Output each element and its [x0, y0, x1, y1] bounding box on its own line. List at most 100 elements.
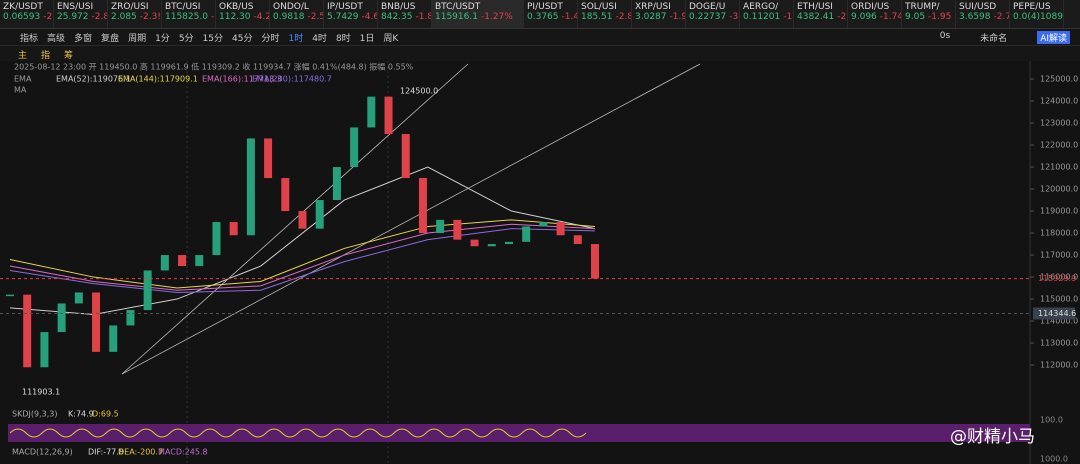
price-tag-label: 114344.6 [1038, 309, 1076, 318]
ticker-change: -2.3! [139, 12, 161, 22]
trend-line [121, 63, 469, 375]
ticker-name: AERGO/ [743, 2, 779, 12]
toolbar-right: 0s 未命名 AI解读 [939, 30, 1070, 44]
ticker-change: -1.27% [480, 12, 513, 22]
toolbar-button[interactable]: 1时 [288, 33, 304, 44]
ticker-name: BTC/USI [165, 2, 201, 12]
toolbar-button[interactable]: 15分 [202, 33, 223, 44]
ticker-tab[interactable]: ENS/USI 25.972 -2.8 [54, 0, 108, 28]
toolbar-button[interactable]: 5分 [178, 33, 194, 44]
toolbar-right-button[interactable]: AI解读 [1037, 30, 1070, 44]
ticker-tab[interactable]: ONDO/L 0.9818 -2.5 [270, 0, 324, 28]
skdj-d: D:69.5 [92, 410, 119, 419]
ticker-name: TRUMP/ [905, 2, 940, 12]
candle [401, 134, 410, 179]
toolbar-button[interactable]: 1日 [359, 33, 375, 44]
ticker-name: ENS/USI [57, 2, 94, 12]
ticker-name: IP/USDT [327, 2, 363, 12]
toolbar-button[interactable]: 分时 [261, 33, 280, 44]
ticker-row: 0.3765 -1.4 [527, 12, 577, 22]
candle [281, 178, 290, 212]
y-tick-label: 120000.0 [1040, 185, 1078, 194]
toolbar-button[interactable]: 高级 [47, 33, 66, 44]
ticker-tab[interactable]: ORDI/US 9.096 -1.74 [848, 0, 902, 28]
toolbar-right-button[interactable]: 未命名 [980, 33, 1008, 44]
ema-line [9, 228, 596, 293]
ticker-change: -2.8 [43, 12, 53, 22]
ticker-tab[interactable]: ZRO/USI 2.085 -2.3! [108, 0, 162, 28]
toolbar-button[interactable]: 45分 [232, 33, 253, 44]
ticker-row: 9.05 -1.95 [905, 12, 955, 22]
toolbar-button[interactable]: 4时 [312, 33, 327, 44]
ticker-tab[interactable]: PEPE/US 0.0(4)1089 [1010, 0, 1064, 28]
candle [418, 178, 427, 234]
ema-legend-item: EMA(166):117713.3 [202, 75, 282, 84]
ma-legend: MA [14, 86, 27, 95]
toolbar-button[interactable]: 复盘 [101, 33, 120, 44]
ticker-change: -2.8 [615, 12, 632, 22]
ticker-price: 0.11201 [743, 12, 781, 22]
candle [74, 292, 83, 304]
ticker-tab[interactable]: PI/USDT 0.3765 -1.4 [524, 0, 578, 28]
candle [350, 127, 359, 168]
tool-button[interactable]: 筹 [64, 50, 74, 61]
ticker-price: 112.30 [219, 12, 251, 22]
ticker-tab[interactable]: OKB/US 112.30 -4.2 [216, 0, 270, 28]
ema-line [9, 166, 596, 315]
toolbar-button[interactable]: 周期 [128, 33, 147, 44]
ticker-tab[interactable]: AERGO/0.11201 -1 [740, 0, 794, 28]
toolbar-button[interactable]: 多窗 [74, 33, 93, 44]
chart: 2025-08-12 23:00 开 119450.0 高 119961.9 低… [0, 61, 1080, 464]
ticker-change: -3 [729, 12, 739, 22]
ticker-row: 0.0(4)1089 [1013, 12, 1063, 22]
ticker-change: -4.2 [253, 12, 270, 22]
toolbar-button[interactable]: 周K [383, 33, 399, 44]
y-tick-label: 124000.0 [1040, 97, 1078, 106]
ticker-row: 115825.0-2 [165, 12, 215, 22]
candle [487, 244, 496, 247]
tool-button[interactable]: 指 [41, 50, 51, 61]
ticker-tab[interactable]: DOGE/U 0.22737 -3 [686, 0, 740, 28]
skdj-band [8, 424, 1030, 442]
ticker-tab[interactable]: SUI/USD 3.6598 -2.7 [956, 0, 1010, 28]
ticker-price: 9.096 [851, 12, 877, 22]
ticker-price: 2.085 [111, 12, 137, 22]
ticker-tab[interactable]: SOL/USI 185.51 -2.8 [578, 0, 632, 28]
y-tick-label: 116000.0 [1040, 273, 1078, 282]
toolbar-button[interactable]: 1分 [155, 33, 170, 44]
ticker-price: 3.0287 [635, 12, 667, 22]
tool-button[interactable]: 主 [18, 50, 28, 61]
ticker-price: 0.0(4)1089 [1013, 12, 1063, 22]
ticker-tab[interactable]: TRUMP/9.05 -1.95 [902, 0, 956, 28]
ticker-price: 0.3765 [527, 12, 559, 22]
candle [264, 138, 273, 179]
ticker-tab[interactable]: XRP/USI 3.0287 -1.9 [632, 0, 686, 28]
drawing-tools: 主指筹 [0, 46, 1080, 62]
ticker-price: 9.05 [905, 12, 926, 22]
candle [143, 270, 152, 311]
skdj-line [9, 428, 587, 438]
ticker-tab[interactable]: IP/USDT 5.7429 -4.6 [324, 0, 378, 28]
ticker-row: 5.7429 -4.6 [327, 12, 377, 22]
candle [298, 211, 307, 229]
ticker-name: PI/USDT [527, 2, 563, 12]
macd-dea: DEA:-200.7 [118, 448, 163, 457]
ticker-row: 112.30 -4.2 [219, 12, 269, 22]
ticker-row: 3.6598 -2.7 [959, 12, 1009, 22]
toolbar-button[interactable]: 8时 [335, 33, 351, 44]
toolbar-right-button[interactable]: 0s [939, 30, 951, 41]
ticker-tab[interactable]: ETH/USI 4382.41 -2 [794, 0, 848, 28]
ema-legend-item: EMA [14, 75, 32, 84]
ticker-row: 0.9818 -2.5 [273, 12, 323, 22]
ticker-bar: ZK/USDT0.06593-2.8ENS/USI25.972-2.8ZRO/U… [0, 0, 1080, 29]
y-tick-label: 115000.0 [1040, 295, 1078, 304]
candle [195, 255, 204, 267]
toolbar-button[interactable]: 指标 [20, 33, 39, 44]
ticker-tab[interactable]: BTC/USDT 115916.1 -1.27% [432, 0, 524, 28]
low-label: 111903.1 [22, 388, 60, 397]
ticker-tab[interactable]: BNB/US 842.35 -1.8 [378, 0, 432, 28]
ticker-name: BNB/US [381, 2, 416, 12]
